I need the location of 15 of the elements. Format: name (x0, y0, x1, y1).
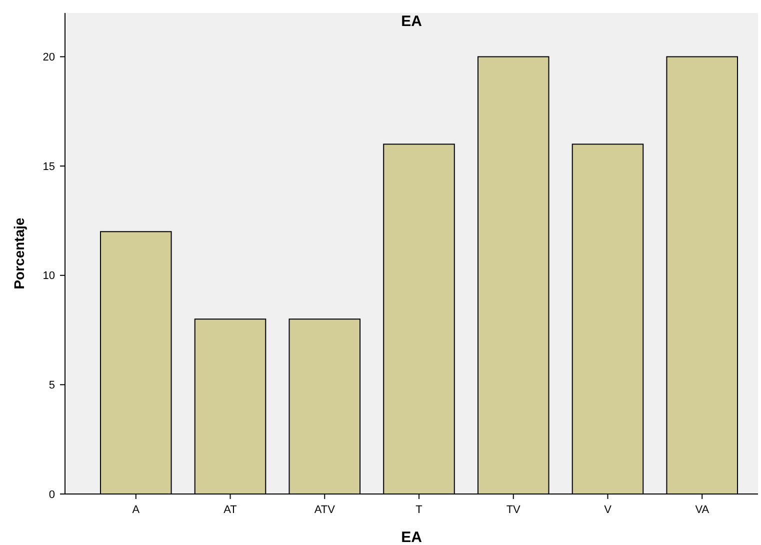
y-tick-label: 5 (48, 380, 55, 392)
y-tick-label: 20 (42, 52, 55, 64)
y-tick-label: 15 (42, 160, 55, 173)
x-tick-label: T (416, 504, 423, 516)
x-tick-label: AT (224, 504, 238, 516)
x-axis-title: EA (401, 529, 422, 545)
y-axis-title: Porcentaje (11, 217, 27, 290)
x-tick-label: ATV (314, 504, 336, 516)
chart-title: EA (401, 13, 422, 30)
x-tick-label: V (604, 504, 612, 516)
x-tick-label: TV (506, 504, 522, 516)
x-tick-label: VA (695, 504, 710, 516)
x-tick-label: A (132, 504, 140, 516)
y-tick-label: 10 (42, 270, 55, 282)
y-tick-label: 0 (48, 488, 55, 501)
